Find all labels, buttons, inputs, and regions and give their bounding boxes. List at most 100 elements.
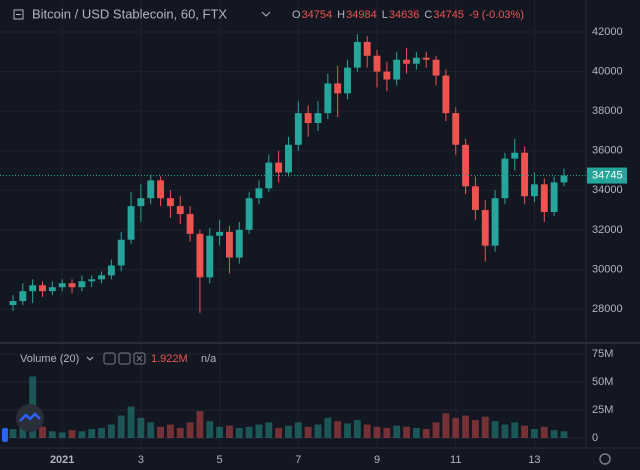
- y-tick-label: 40000: [592, 66, 623, 78]
- candle-body: [147, 180, 155, 199]
- volume-bar: [471, 420, 479, 438]
- volume-bar: [117, 415, 125, 438]
- candle-body: [235, 229, 243, 258]
- candle-body: [58, 283, 66, 288]
- eye-button[interactable]: [103, 352, 116, 365]
- volume-bar: [550, 430, 558, 438]
- candle-body: [245, 198, 253, 230]
- candle-body: [314, 113, 322, 124]
- candle-body: [275, 162, 283, 173]
- candle-body: [432, 59, 440, 76]
- volume-bar: [294, 422, 302, 438]
- volume-bar: [314, 424, 322, 438]
- volume-bar: [462, 415, 470, 438]
- candle-body: [481, 210, 489, 246]
- remove-icon: [136, 355, 143, 362]
- volume-bar: [225, 425, 233, 438]
- y-tick-label: 30000: [592, 263, 623, 275]
- candle-body: [186, 214, 194, 234]
- volume-bar: [501, 424, 509, 438]
- volume-bar: [432, 422, 440, 438]
- settings-button[interactable]: [118, 352, 131, 365]
- candle-body: [137, 198, 145, 207]
- volume-bar: [196, 411, 204, 438]
- candle-body: [19, 291, 27, 302]
- volume-bar: [481, 416, 489, 438]
- settings-gear[interactable]: [599, 453, 611, 465]
- volume-bar: [373, 426, 381, 438]
- volume-bar: [531, 429, 538, 438]
- x-tick-label: 2021: [50, 454, 74, 466]
- candle-body: [511, 152, 519, 159]
- ohlc-key: H: [337, 9, 345, 21]
- volume-bar: [383, 427, 391, 438]
- volume-bar: [68, 430, 76, 438]
- candle-body: [560, 175, 568, 183]
- volume-bar: [403, 426, 410, 438]
- y-tick-label: 42000: [592, 26, 623, 38]
- y-tick-label: 25M: [592, 404, 613, 416]
- candle-body: [550, 182, 558, 213]
- volume-bar: [206, 421, 214, 438]
- candle-body: [452, 113, 460, 145]
- x-tick-label: 5: [217, 454, 223, 466]
- ohlc-value: 34984: [346, 9, 377, 21]
- y-tick-label: 50M: [592, 376, 613, 388]
- candle-body: [9, 301, 17, 306]
- symbol-title[interactable]: Bitcoin / USD Stablecoin, 60, FTX: [32, 6, 227, 21]
- volume-bar: [19, 424, 27, 438]
- scroll-handle[interactable]: [2, 428, 8, 442]
- volume-bar: [265, 422, 273, 438]
- candle-body: [491, 198, 499, 246]
- candle-body: [166, 198, 174, 207]
- candle-body: [462, 144, 470, 187]
- candle-body: [353, 41, 361, 68]
- x-tick-label: 13: [528, 454, 540, 466]
- candle-body: [285, 144, 292, 173]
- candle-body: [98, 275, 105, 280]
- candle-body: [225, 231, 233, 258]
- candle-body: [157, 180, 165, 199]
- candle-body: [334, 83, 342, 94]
- dropdown-icon[interactable]: [261, 11, 271, 17]
- volume-bar: [147, 422, 155, 438]
- volume-bar: [442, 413, 450, 438]
- candle-body: [403, 59, 410, 64]
- candle-body: [127, 206, 135, 240]
- volume-bar: [78, 431, 86, 438]
- volume-bar: [58, 432, 66, 438]
- volume-bar: [176, 427, 184, 438]
- candle-body: [255, 188, 263, 199]
- change-value: -9 (-0.03%): [469, 9, 524, 21]
- candle-body: [206, 235, 214, 278]
- candle-body: [88, 279, 96, 282]
- grid: [0, 0, 586, 448]
- candle-body: [442, 75, 450, 114]
- remove-button[interactable]: [133, 352, 146, 365]
- volume-bar: [511, 422, 519, 438]
- candle-body: [422, 57, 430, 60]
- candle-body: [471, 186, 479, 211]
- volume-bar: [324, 417, 332, 438]
- volume-ma: n/a: [201, 353, 217, 365]
- candle-body: [294, 113, 302, 145]
- candle-body: [304, 113, 312, 124]
- volume-value: 1.922M: [151, 353, 188, 365]
- x-tick-label: 11: [450, 454, 461, 466]
- volume-bar: [393, 425, 401, 438]
- volume-bar: [344, 423, 351, 438]
- volume-title[interactable]: Volume (20): [20, 353, 79, 365]
- volume-bar: [334, 421, 342, 438]
- volume-bar: [422, 429, 430, 438]
- x-tick-label: 7: [295, 454, 301, 466]
- candle-body: [540, 184, 548, 213]
- ohlc-key: O: [292, 9, 301, 21]
- volume-bar: [98, 427, 105, 438]
- dropdown-icon[interactable]: [86, 356, 94, 361]
- candle-body: [39, 285, 46, 292]
- candle-body: [216, 231, 224, 236]
- collapse-icon[interactable]: [13, 9, 24, 20]
- candle-body: [265, 162, 273, 189]
